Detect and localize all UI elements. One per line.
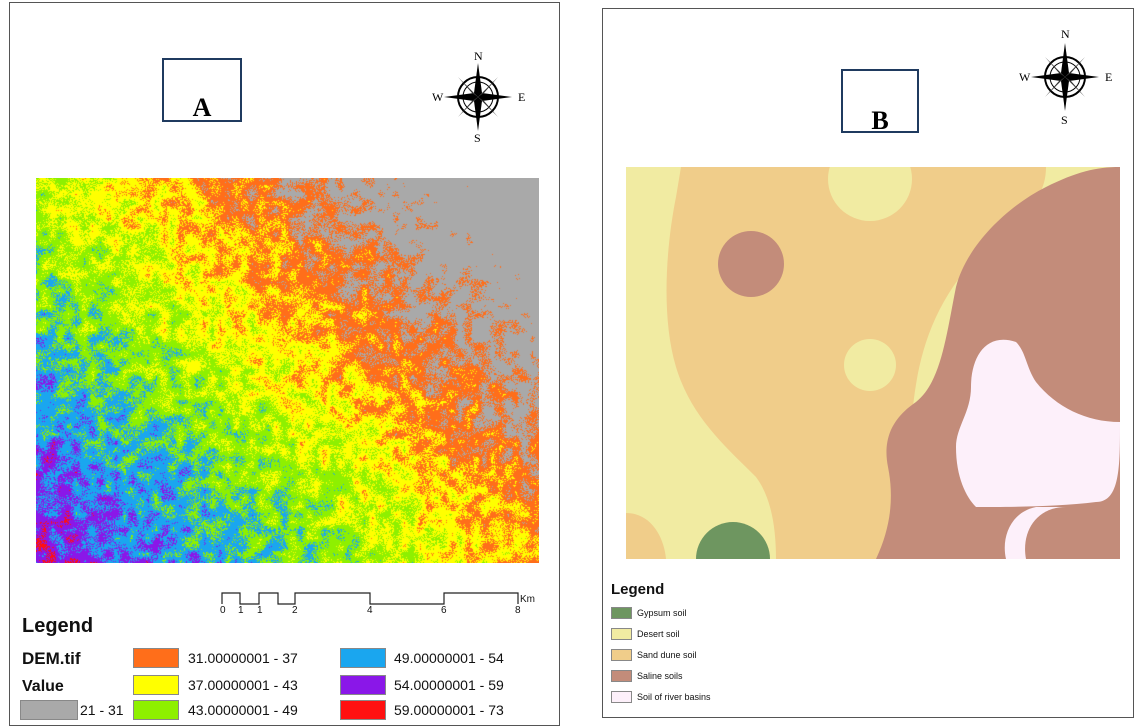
legend-swatch <box>340 700 386 720</box>
river-basin-soil-area <box>956 339 1120 559</box>
scale-tick: 6 <box>441 605 447 616</box>
legend-title: Legend <box>22 615 94 637</box>
soil-map <box>626 167 1120 559</box>
panel-a-label: A <box>162 58 242 122</box>
legend-label: Gypsum soil <box>637 608 687 618</box>
scale-tick: 0 <box>220 605 226 616</box>
compass-n: N <box>474 49 483 63</box>
legend-swatch <box>611 691 632 703</box>
compass-w: W <box>1019 70 1031 84</box>
soil-map-panel: B N S W E <box>602 8 1134 718</box>
compass-s: S <box>1061 113 1068 127</box>
legend-swatch <box>611 670 632 682</box>
legend-label: 21 - 31 <box>80 702 124 718</box>
scale-tick: 1 <box>238 605 244 616</box>
desert-soil-patch <box>828 167 912 221</box>
scale-tick: 4 <box>367 605 373 616</box>
legend-swatch <box>611 607 632 619</box>
compass-n: N <box>1061 27 1070 41</box>
legend-swatch <box>133 700 179 720</box>
dem-raster <box>36 178 539 563</box>
sand-dune-soil-corner <box>626 513 666 559</box>
legend-swatch <box>611 628 632 640</box>
legend-label: 49.00000001 - 54 <box>394 650 504 666</box>
scale-unit: Km <box>520 594 535 605</box>
saline-soil-patch <box>718 231 784 297</box>
scale-tick: 8 <box>515 605 521 616</box>
compass-w: W <box>432 90 444 104</box>
scale-bar: 0 1 1 2 4 6 8 Km <box>220 591 550 621</box>
legend-label: 59.00000001 - 73 <box>394 702 504 718</box>
compass-rose-icon <box>1031 43 1099 111</box>
desert-soil-patch <box>844 339 896 391</box>
scale-tick: 1 <box>257 605 263 616</box>
legend-label: 31.00000001 - 37 <box>188 650 298 666</box>
legend-label: Sand dune soil <box>637 650 697 660</box>
legend-swatch <box>133 648 179 668</box>
north-arrow-b: N S W E <box>1015 27 1115 127</box>
legend-title: Legend <box>611 581 665 598</box>
compass-e: E <box>518 90 526 104</box>
scale-tick: 2 <box>292 605 298 616</box>
legend-label: 37.00000001 - 43 <box>188 677 298 693</box>
legend-swatch <box>20 700 78 720</box>
compass-e: E <box>1105 70 1113 84</box>
gypsum-soil-patch <box>696 522 770 559</box>
legend-swatch <box>133 675 179 695</box>
compass-rose-icon <box>444 63 512 131</box>
dem-map-panel: A N S W E 0 1 1 2 4 6 8 Km Lege <box>9 2 560 726</box>
legend-label: Saline soils <box>637 671 683 681</box>
saline-soil-corner <box>1025 507 1120 559</box>
legend-label: Soil of river basins <box>637 692 711 702</box>
legend-field-name: Value <box>22 678 64 695</box>
legend-label: 43.00000001 - 49 <box>188 702 298 718</box>
legend-swatch <box>611 649 632 661</box>
legend-label: Desert soil <box>637 629 680 639</box>
compass-s: S <box>474 131 481 145</box>
panel-b-label: B <box>841 69 919 133</box>
legend-swatch <box>340 675 386 695</box>
legend-label: 54.00000001 - 59 <box>394 677 504 693</box>
legend-swatch <box>340 648 386 668</box>
north-arrow-a: N S W E <box>428 49 528 145</box>
legend-layer-name: DEM.tif <box>22 649 81 668</box>
